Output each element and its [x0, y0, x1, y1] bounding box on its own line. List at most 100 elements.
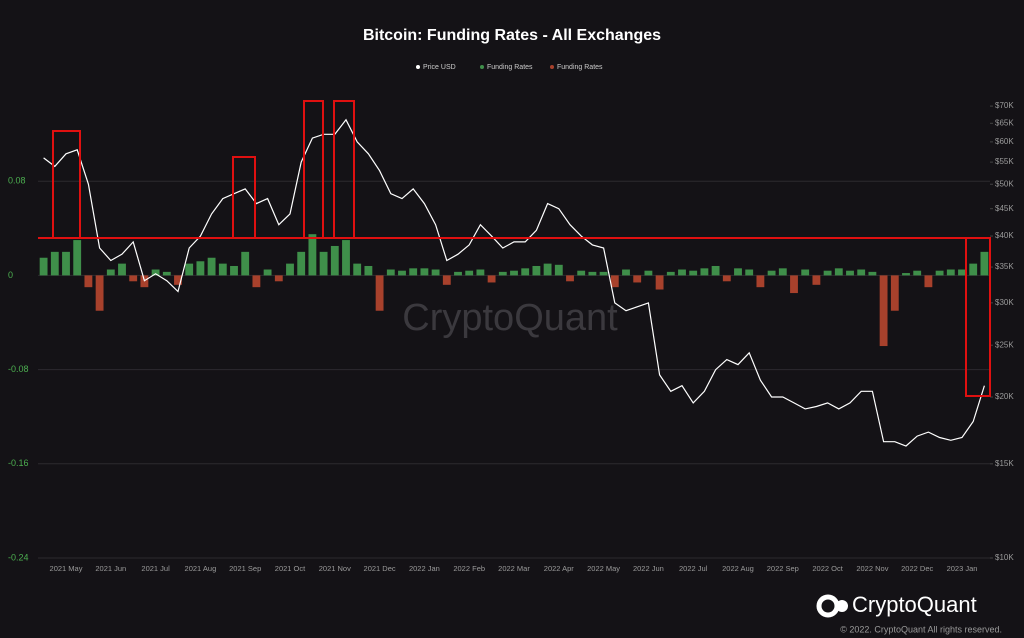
x-tick-label: 2022 Feb [453, 564, 485, 573]
funding-bar [554, 264, 563, 276]
funding-bar [622, 269, 630, 276]
brand: CryptoQuant [852, 592, 977, 617]
funding-bar [487, 275, 496, 283]
funding-bar [610, 275, 619, 288]
funding-bar [890, 275, 899, 311]
funding-bar [801, 269, 810, 276]
y-tick-label: -0.24 [8, 552, 29, 562]
funding-bar [879, 275, 888, 347]
funding-bar [834, 268, 843, 276]
funding-bar [73, 240, 82, 276]
funding-bar [297, 251, 306, 276]
funding-bar [857, 269, 866, 276]
y2-tick-label: $40K [995, 231, 1014, 240]
funding-bar [353, 263, 362, 276]
funding-bar [812, 275, 821, 285]
x-tick-label: 2022 Jun [633, 564, 664, 573]
watermark: CryptoQuant [402, 297, 618, 339]
funding-bar [364, 265, 373, 276]
y2-tick-label: $55K [995, 157, 1014, 166]
funding-bar [644, 270, 653, 276]
annotation-box [232, 156, 256, 239]
legend-label: Price USD [423, 64, 456, 71]
funding-bar [946, 269, 955, 276]
funding-bar [868, 271, 877, 276]
legend-label: Funding Rates [557, 64, 603, 71]
x-tick-label: 2022 Mar [498, 564, 530, 573]
funding-bar [95, 275, 104, 311]
price-line [43, 118, 985, 447]
funding-bar [577, 270, 586, 276]
y-tick-label: -0.16 [8, 458, 29, 468]
funding-bar [274, 275, 283, 282]
legend-swatch [550, 65, 554, 69]
funding-bar [398, 270, 406, 276]
funding-bar [510, 270, 518, 276]
funding-bar [935, 270, 944, 276]
funding-bar [162, 271, 171, 276]
y2-tick-label: $15K [995, 459, 1014, 468]
funding-bar [711, 265, 720, 276]
copyright: © 2022. CryptoQuant All rights reserved. [840, 624, 1002, 634]
x-tick-label: 2021 Dec [364, 564, 396, 573]
funding-bar [465, 270, 474, 276]
x-tick-label: 2021 Jul [141, 564, 170, 573]
y2-tick-label: $45K [995, 204, 1014, 213]
funding-bar [286, 263, 294, 276]
y2-tick-label: $50K [995, 179, 1014, 188]
x-tick-label: 2022 Oct [812, 564, 843, 573]
x-tick-label: 2021 Oct [275, 564, 306, 573]
x-tick-label: 2022 Jul [679, 564, 708, 573]
y-tick-label: -0.08 [8, 364, 29, 374]
annotation-box [52, 130, 81, 239]
x-tick-label: 2023 Jan [947, 564, 978, 573]
x-tick-label: 2022 Sep [767, 564, 799, 573]
y2-tick-label: $25K [995, 340, 1014, 349]
funding-bar [689, 270, 698, 276]
x-tick-label: 2021 Aug [185, 564, 217, 573]
funding-bar [588, 271, 597, 276]
x-tick-label: 2021 Jun [95, 564, 126, 573]
annotation-box [303, 100, 324, 239]
funding-bar [420, 268, 429, 276]
y-tick-label: 0 [8, 270, 13, 280]
y2-tick-label: $70K [995, 101, 1014, 110]
y2-tick-label: $10K [995, 553, 1014, 562]
funding-bar [252, 275, 261, 288]
legend-label: Funding Rates [487, 64, 533, 71]
funding-bar [846, 270, 854, 276]
y2-tick-label: $35K [995, 262, 1014, 271]
x-tick-label: 2022 Aug [722, 564, 754, 573]
funding-bar [342, 240, 350, 276]
x-tick-label: 2022 Jan [409, 564, 440, 573]
funding-bar [980, 251, 989, 276]
legend-swatch [416, 65, 420, 69]
funding-bar [386, 269, 395, 276]
x-tick-label: 2022 Nov [856, 564, 888, 573]
legend: Price USD Funding Rates Funding Rates [416, 64, 603, 71]
legend-swatch [480, 65, 484, 69]
funding-bar [543, 263, 552, 276]
x-tick-label: 2021 Sep [229, 564, 261, 573]
funding-bar [241, 251, 250, 276]
logo-icon [836, 600, 848, 612]
funding-bar [958, 269, 966, 276]
funding-bar [263, 269, 272, 276]
funding-bar [700, 268, 709, 276]
funding-bar [118, 263, 126, 276]
funding-bar [790, 275, 798, 294]
funding-bar [230, 265, 238, 276]
funding-bar [745, 269, 754, 276]
brand-logo [816, 594, 848, 618]
funding-bar [454, 271, 462, 276]
chart-title: Bitcoin: Funding Rates - All Exchanges [363, 27, 661, 44]
funding-bar [913, 270, 922, 276]
funding-bar [39, 257, 48, 276]
funding-bar [734, 268, 742, 276]
funding-bar [218, 263, 227, 276]
funding-bar [185, 263, 194, 276]
y2-tick-label: $65K [995, 118, 1014, 127]
funding-bar [330, 245, 339, 276]
funding-bar [532, 265, 541, 276]
